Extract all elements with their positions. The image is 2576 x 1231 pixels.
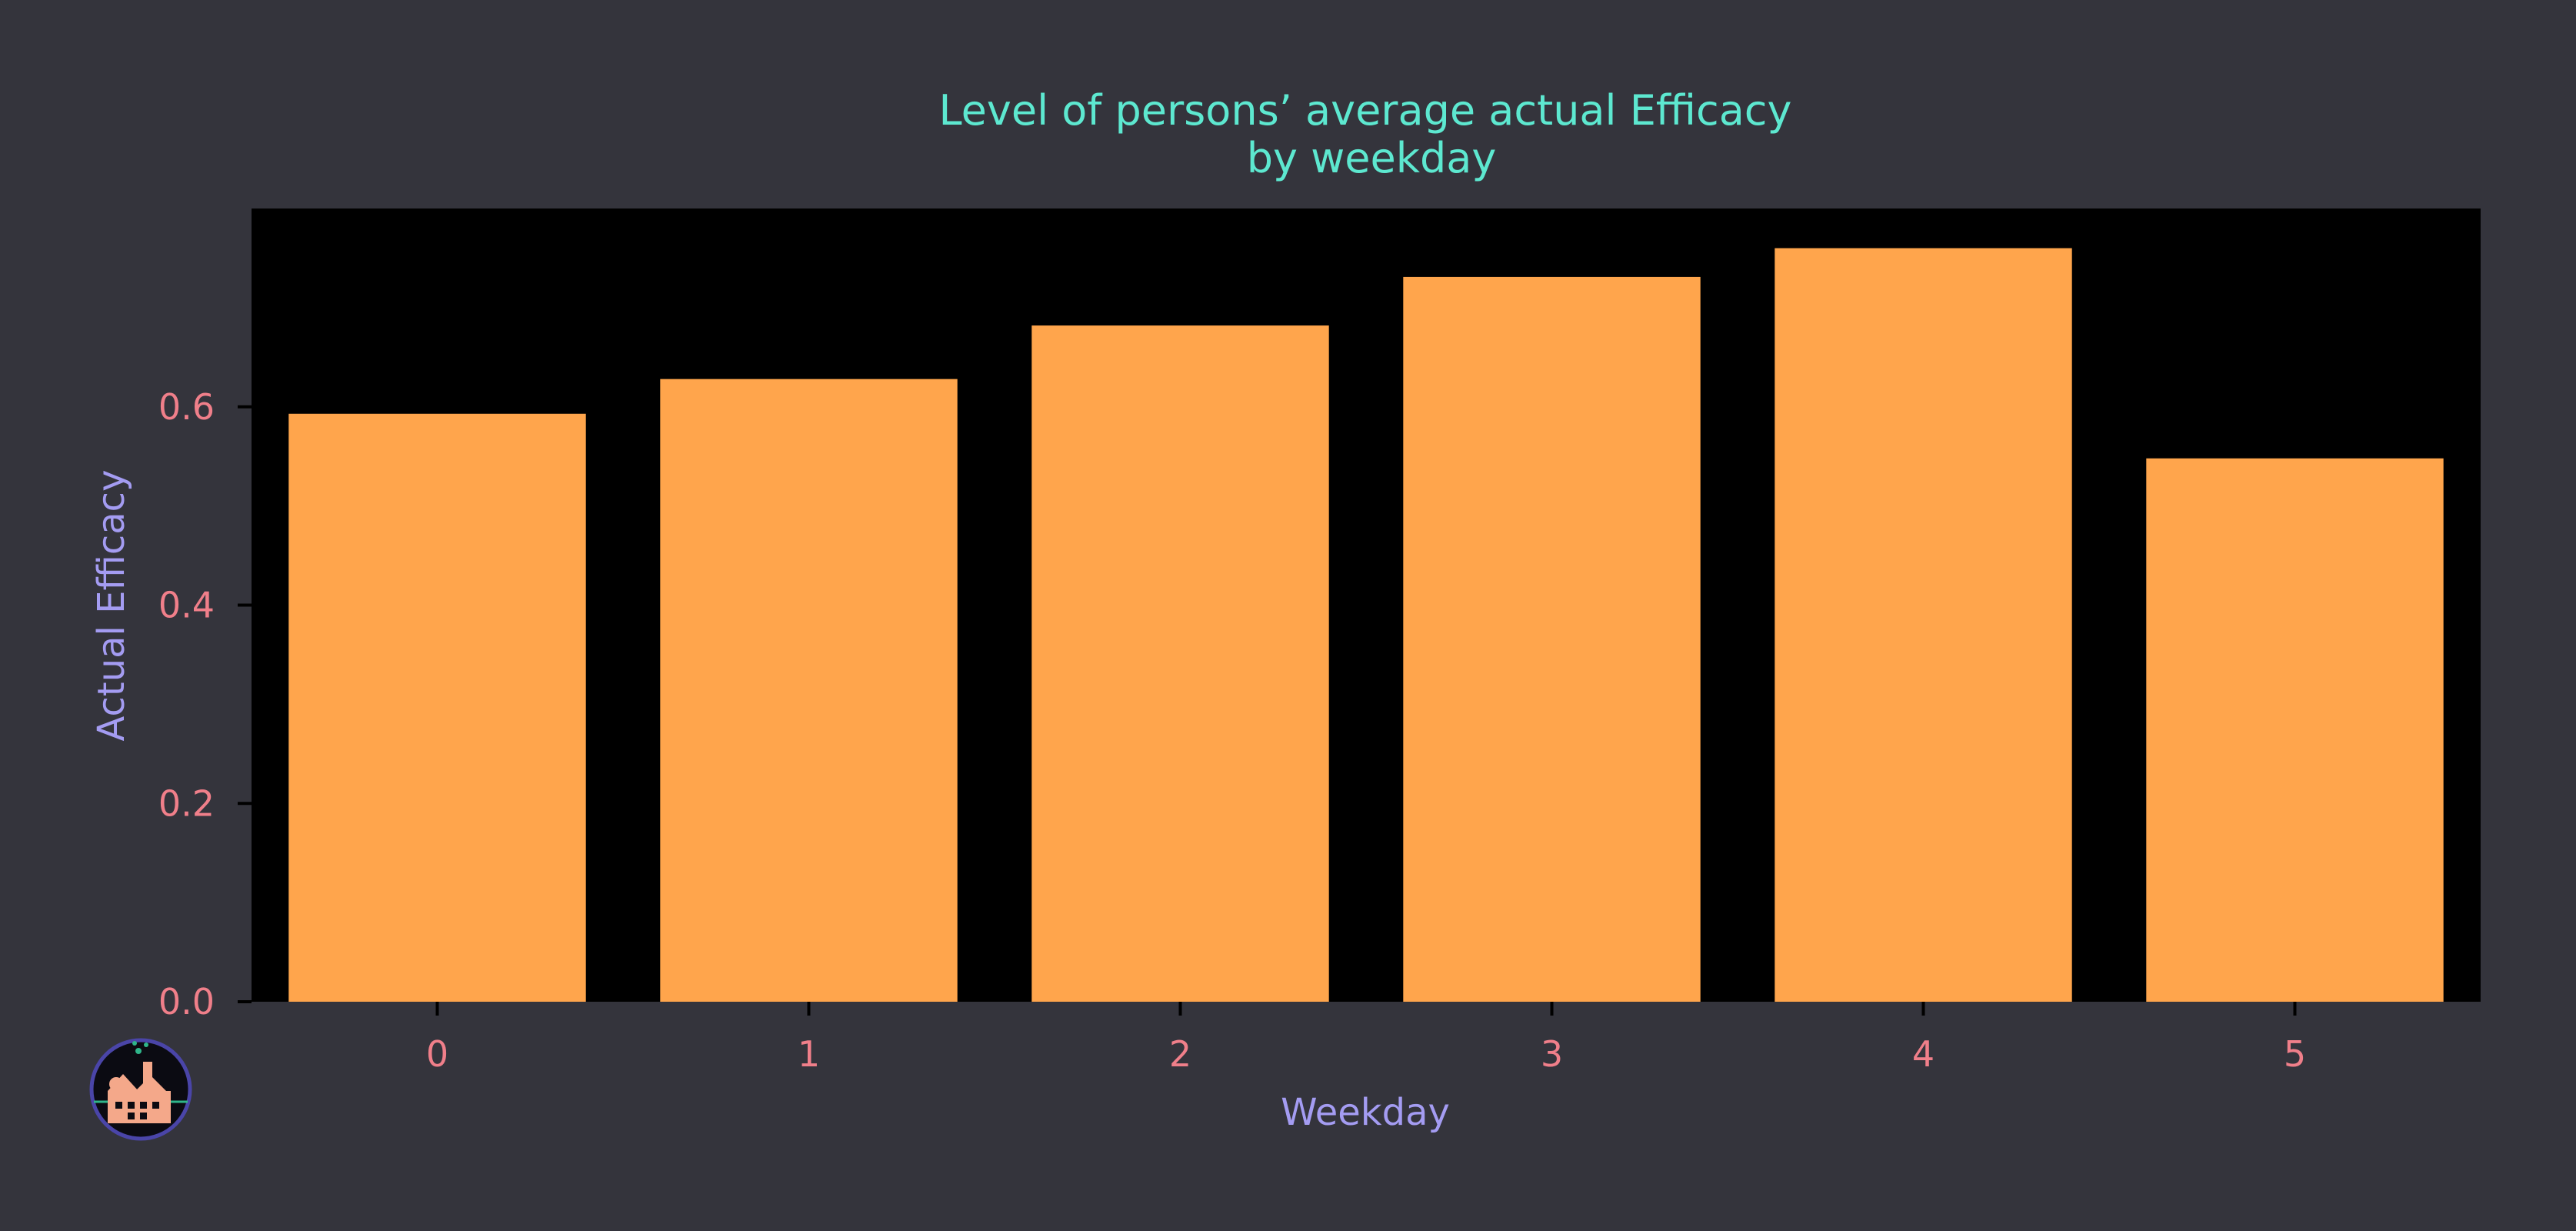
bar-0 [288, 413, 586, 1002]
x-tick-label: 1 [798, 1033, 820, 1075]
x-tick-label: 5 [2284, 1033, 2306, 1075]
x-tick-label: 0 [426, 1033, 448, 1075]
factory-logo-icon [89, 1038, 192, 1141]
x-axis: 0 1 2 3 4 5 [426, 1002, 2306, 1075]
bar-4 [1775, 248, 2072, 1002]
x-tick-label: 3 [1541, 1033, 1563, 1075]
bar-1 [660, 379, 958, 1002]
y-tick-label: 0.4 [158, 585, 215, 626]
y-tick-label: 0.2 [158, 782, 215, 824]
y-tick-label: 0.6 [158, 386, 215, 428]
plot-area [252, 209, 2481, 1002]
chart-title: Level of persons’ average actual Efficac… [939, 86, 1792, 135]
bar-2 [1031, 325, 1329, 1002]
bar-5 [2146, 458, 2444, 1002]
x-axis-label: Weekday [1281, 1091, 1450, 1134]
bar-3 [1403, 276, 1701, 1002]
bars-layer [288, 248, 2444, 1002]
y-tick-label: 0.0 [158, 981, 215, 1022]
y-axis: 0.0 0.2 0.4 0.6 [158, 386, 252, 1022]
chart-subtitle: by weekday [1247, 134, 1497, 182]
y-axis-label: Actual Efficacy [90, 470, 133, 742]
x-tick-label: 2 [1169, 1033, 1191, 1075]
x-tick-label: 4 [1912, 1033, 1934, 1075]
